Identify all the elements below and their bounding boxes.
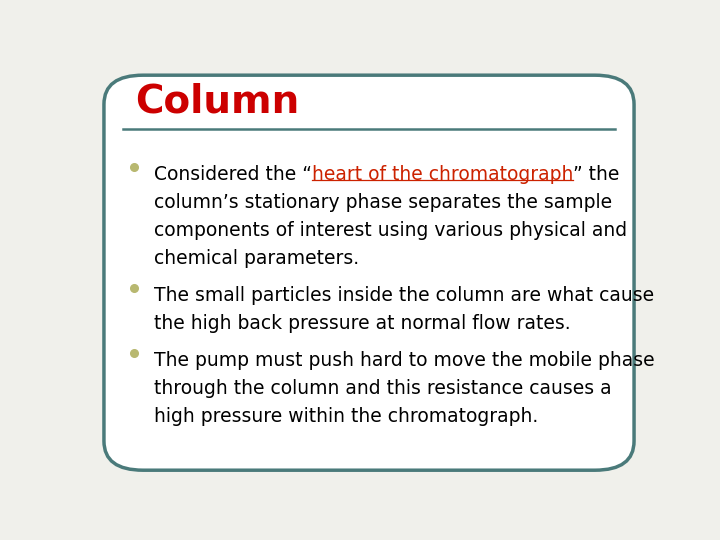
Text: components of interest using various physical and: components of interest using various phy… bbox=[154, 221, 627, 240]
Text: column’s stationary phase separates the sample: column’s stationary phase separates the … bbox=[154, 193, 612, 212]
FancyBboxPatch shape bbox=[104, 75, 634, 470]
Text: ” the: ” the bbox=[573, 165, 620, 184]
Text: chemical parameters.: chemical parameters. bbox=[154, 249, 359, 268]
Text: Considered the “: Considered the “ bbox=[154, 165, 312, 184]
Text: Column: Column bbox=[135, 83, 299, 121]
Text: high pressure within the chromatograph.: high pressure within the chromatograph. bbox=[154, 407, 539, 427]
Text: the high back pressure at normal flow rates.: the high back pressure at normal flow ra… bbox=[154, 314, 571, 333]
Text: The small particles inside the column are what cause: The small particles inside the column ar… bbox=[154, 286, 654, 305]
Text: through the column and this resistance causes a: through the column and this resistance c… bbox=[154, 379, 612, 398]
Text: heart of the chromatograph: heart of the chromatograph bbox=[312, 165, 573, 184]
Text: The pump must push hard to move the mobile phase: The pump must push hard to move the mobi… bbox=[154, 351, 654, 370]
